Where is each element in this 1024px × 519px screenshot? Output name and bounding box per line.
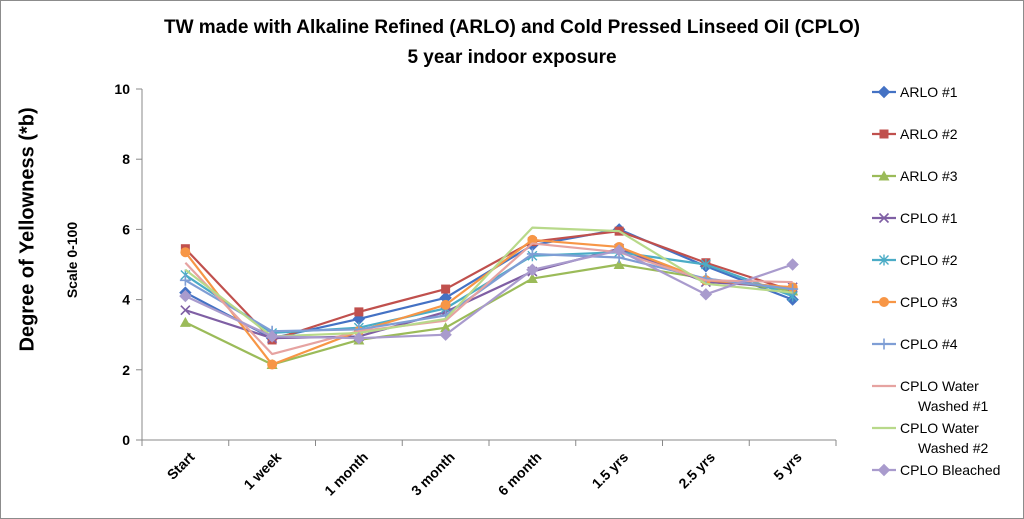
y-tick-label: 2 (122, 362, 130, 378)
data-point (526, 273, 538, 284)
x-tick-label: 1 week (240, 449, 284, 493)
data-point (179, 289, 192, 303)
legend-label: CPLO #3 (900, 294, 958, 310)
legend-marker (878, 170, 890, 181)
legend-entry: CPLO Bleached (872, 462, 1000, 478)
legend-entry: CPLO Water Washed #2 (872, 420, 989, 456)
data-point (612, 244, 626, 257)
legend-marker (878, 212, 890, 224)
data-point (700, 259, 711, 270)
legend-entry: CPLO #4 (872, 336, 958, 352)
legend-entry: CPLO Water Washed #1 (872, 378, 989, 414)
x-tick-label: 3 month (408, 449, 458, 499)
series-line (184, 249, 793, 340)
legend: ARLO #1 ARLO #2 ARLO #3 CPLO #1 CPLO #2 CPLO … (872, 84, 1000, 478)
data-point (179, 316, 191, 327)
x-tick-label: 5 yrs (770, 449, 805, 484)
series-layer (179, 223, 799, 370)
data-point (352, 332, 366, 345)
data-point (787, 283, 799, 295)
data-point (180, 247, 191, 258)
legend-label: CPLO Water Washed #2 (900, 420, 989, 456)
data-point (265, 330, 279, 343)
chart-title: TW made with Alkaline Refined (ARLO) and… (163, 17, 861, 38)
data-point (526, 263, 539, 276)
legend-label: CPLO Water Washed #1 (900, 378, 989, 414)
legend-entry: CPLO #1 (872, 210, 958, 226)
y-tick-label: 4 (122, 292, 130, 308)
data-point (527, 234, 538, 245)
y-tick-label: 6 (122, 221, 130, 237)
y-tick-label: 10 (114, 81, 130, 97)
legend-marker (879, 129, 889, 139)
legend-entry: ARLO #1 (872, 84, 958, 100)
legend-marker (879, 297, 889, 307)
data-point (441, 284, 451, 294)
y-tick-label: 0 (122, 432, 130, 448)
legend-label: CPLO #4 (900, 336, 958, 352)
legend-marker (879, 254, 889, 266)
x-tick-label: 6 month (495, 449, 545, 499)
data-point (179, 274, 191, 286)
x-tick-label: 1 month (321, 449, 371, 499)
legend-label: CPLO Bleached (900, 462, 1000, 478)
data-point (613, 259, 625, 269)
legend-entry: CPLO #3 (872, 294, 958, 310)
data-point (439, 328, 452, 341)
legend-entry: ARLO #2 (872, 126, 958, 142)
chart-subtitle: 5 year indoor exposure (407, 47, 617, 68)
data-point (180, 305, 191, 316)
data-point (526, 248, 538, 260)
legend-marker (878, 338, 890, 350)
y-tick-label: 8 (122, 151, 130, 167)
data-point (354, 307, 364, 317)
legend-label: CPLO #1 (900, 210, 958, 226)
legend-marker (877, 85, 891, 99)
legend-entry: CPLO #2 (872, 252, 958, 268)
legend-label: ARLO #1 (900, 84, 958, 100)
x-tick-label: 2.5 yrs (675, 449, 718, 492)
x-tick-label: Start (164, 449, 198, 483)
data-point (440, 322, 452, 333)
legend-label: ARLO #2 (900, 126, 958, 142)
legend-label: ARLO #3 (900, 168, 958, 184)
legend-label: CPLO #2 (900, 252, 958, 268)
data-point (440, 299, 451, 310)
data-point (699, 288, 713, 301)
legend-entry: ARLO #3 (872, 168, 958, 184)
x-tick-label: 1.5 yrs (589, 449, 632, 492)
legend-marker (877, 463, 891, 477)
series-10 (179, 244, 799, 345)
data-point (786, 258, 799, 271)
data-point (267, 359, 278, 370)
